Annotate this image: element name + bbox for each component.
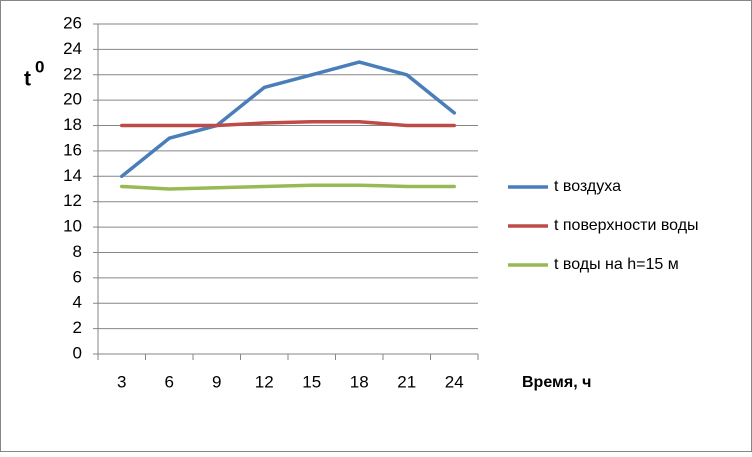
x-tick-label: 18 — [350, 372, 369, 391]
series-line — [120, 183, 456, 191]
x-tick-label: 15 — [302, 372, 321, 391]
series-line — [120, 60, 456, 179]
x-tick-label: 9 — [212, 372, 221, 391]
x-tick-label: 24 — [445, 372, 464, 391]
y-tick-label: 26 — [63, 13, 82, 32]
x-tick-label: 12 — [255, 372, 274, 391]
x-tick-label: 6 — [165, 372, 174, 391]
y-axis-label-superscript: 0 — [35, 57, 44, 76]
y-tick-label: 0 — [73, 343, 82, 362]
y-tick-label: 2 — [73, 318, 82, 337]
y-tick-label: 8 — [73, 242, 82, 261]
y-tick-label: 10 — [63, 217, 82, 236]
legend-label: t воды на h=15 м — [554, 256, 679, 273]
y-tick-label: 12 — [63, 191, 82, 210]
y-tick-label: 20 — [63, 90, 82, 109]
y-tick-label: 14 — [63, 166, 82, 185]
legend-label: t поверхности воды — [554, 217, 699, 234]
series-line — [120, 119, 456, 128]
y-tick-label: 16 — [63, 140, 82, 159]
y-tick-label: 22 — [63, 64, 82, 83]
x-tick-label: 21 — [397, 372, 416, 391]
y-tick-label: 24 — [63, 39, 82, 58]
y-tick-label: 4 — [73, 293, 82, 312]
legend-label: t воздуха — [554, 178, 621, 195]
y-tick-label: 6 — [73, 267, 82, 286]
y-axis-label: t — [24, 68, 31, 91]
y-tick-label: 18 — [63, 115, 82, 134]
x-axis-label: Время, ч — [522, 374, 591, 391]
x-tick-label: 3 — [117, 372, 126, 391]
